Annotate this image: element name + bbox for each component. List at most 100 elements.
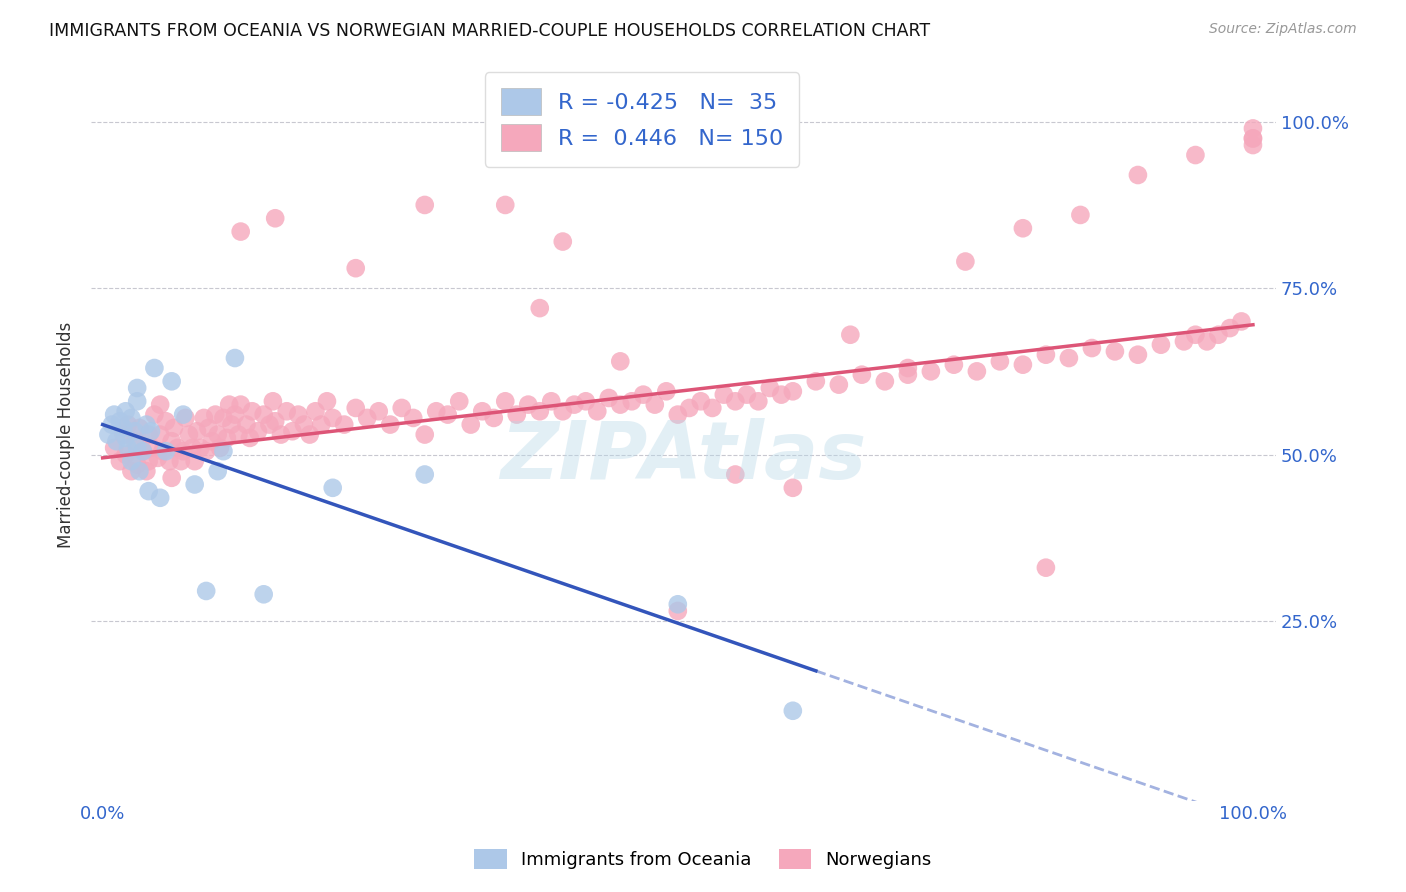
Point	[157, 454, 180, 468]
Point	[253, 408, 276, 422]
Point	[97, 427, 120, 442]
Point	[124, 434, 146, 449]
Point	[152, 444, 174, 458]
Point	[287, 408, 309, 422]
Point	[988, 354, 1011, 368]
Point	[425, 404, 447, 418]
Point	[1241, 131, 1264, 145]
Point	[117, 417, 139, 432]
Point	[127, 381, 149, 395]
Point	[966, 364, 988, 378]
Point	[304, 404, 326, 418]
Point	[204, 408, 226, 422]
Point	[1195, 334, 1218, 349]
Point	[1012, 358, 1035, 372]
Point	[322, 411, 344, 425]
Point	[633, 387, 655, 401]
Point	[139, 424, 162, 438]
Point	[259, 417, 281, 432]
Point	[1150, 337, 1173, 351]
Point	[897, 361, 920, 376]
Point	[221, 417, 243, 432]
Point	[735, 387, 758, 401]
Point	[143, 361, 166, 376]
Point	[724, 467, 747, 482]
Text: Source: ZipAtlas.com: Source: ZipAtlas.com	[1209, 22, 1357, 37]
Point	[207, 464, 229, 478]
Point	[208, 441, 231, 455]
Point	[322, 481, 344, 495]
Point	[562, 398, 585, 412]
Point	[160, 434, 183, 449]
Point	[239, 431, 262, 445]
Point	[1081, 341, 1104, 355]
Text: IMMIGRANTS FROM OCEANIA VS NORWEGIAN MARRIED-COUPLE HOUSEHOLDS CORRELATION CHART: IMMIGRANTS FROM OCEANIA VS NORWEGIAN MAR…	[49, 22, 931, 40]
Point	[149, 398, 172, 412]
Point	[316, 394, 339, 409]
Point	[666, 597, 689, 611]
Point	[127, 441, 149, 455]
Point	[174, 411, 197, 425]
Point	[229, 225, 252, 239]
Point	[163, 421, 186, 435]
Point	[105, 434, 128, 449]
Point	[759, 381, 782, 395]
Point	[132, 444, 155, 458]
Point	[218, 398, 240, 412]
Legend: Immigrants from Oceania, Norwegians: Immigrants from Oceania, Norwegians	[465, 839, 941, 879]
Point	[402, 411, 425, 425]
Point	[460, 417, 482, 432]
Point	[212, 411, 235, 425]
Point	[146, 450, 169, 465]
Point	[246, 424, 269, 438]
Point	[281, 424, 304, 438]
Point	[160, 374, 183, 388]
Point	[897, 368, 920, 382]
Point	[224, 351, 246, 365]
Point	[482, 411, 505, 425]
Point	[356, 411, 378, 425]
Point	[839, 327, 862, 342]
Point	[103, 408, 125, 422]
Point	[108, 454, 131, 468]
Point	[851, 368, 873, 382]
Point	[138, 484, 160, 499]
Point	[240, 404, 263, 418]
Point	[143, 408, 166, 422]
Point	[575, 394, 598, 409]
Point	[1241, 131, 1264, 145]
Point	[138, 454, 160, 468]
Point	[166, 441, 188, 455]
Point	[873, 374, 896, 388]
Point	[644, 398, 666, 412]
Point	[609, 354, 631, 368]
Point	[112, 427, 135, 442]
Point	[506, 408, 529, 422]
Point	[1035, 560, 1057, 574]
Point	[828, 377, 851, 392]
Point	[517, 398, 540, 412]
Point	[367, 404, 389, 418]
Point	[689, 394, 711, 409]
Point	[298, 427, 321, 442]
Point	[264, 414, 287, 428]
Point	[678, 401, 700, 415]
Point	[177, 427, 200, 442]
Point	[540, 394, 562, 409]
Point	[309, 417, 332, 432]
Legend: R = -0.425   N=  35, R =  0.446   N= 150: R = -0.425 N= 35, R = 0.446 N= 150	[485, 72, 799, 167]
Point	[1069, 208, 1091, 222]
Point	[1012, 221, 1035, 235]
Point	[782, 384, 804, 399]
Point	[782, 481, 804, 495]
Point	[620, 394, 643, 409]
Point	[586, 404, 609, 418]
Point	[1104, 344, 1126, 359]
Point	[197, 421, 219, 435]
Point	[380, 417, 402, 432]
Point	[193, 411, 215, 425]
Point	[190, 441, 212, 455]
Point	[172, 408, 194, 422]
Point	[942, 358, 965, 372]
Point	[114, 404, 136, 418]
